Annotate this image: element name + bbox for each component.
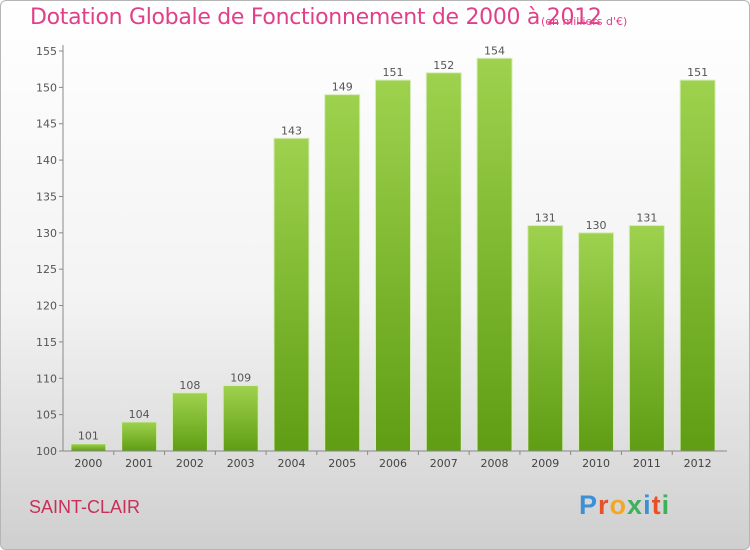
- y-tick-label: 145: [36, 118, 57, 131]
- bar: [476, 57, 513, 452]
- x-tick-label: 2002: [176, 457, 204, 470]
- y-tick-label: 110: [36, 372, 57, 385]
- chart-subtitle: (en milliers d'€): [541, 15, 628, 28]
- logo-letter: r: [598, 490, 610, 520]
- bars: 101 104 108 109 143 149 151 152 154 131 130 131 151: [70, 44, 716, 452]
- x-tick-label: 2010: [582, 457, 610, 470]
- logo-letter: x: [627, 490, 644, 520]
- bar: [375, 79, 411, 452]
- proxiti-logo: Proxiti: [579, 490, 670, 521]
- bar-value-label: 131: [535, 212, 556, 225]
- y-tick-label: 115: [36, 336, 57, 349]
- logo-letter: o: [609, 490, 628, 520]
- bar: [425, 72, 462, 452]
- bar: [171, 392, 208, 452]
- x-tick-label: 2001: [125, 457, 153, 470]
- x-tick-label: 2009: [531, 457, 559, 470]
- bar: [273, 137, 310, 452]
- y-tick-label: 130: [36, 227, 57, 240]
- x-tick-label: 2012: [684, 457, 712, 470]
- y-tick-label: 155: [36, 45, 57, 58]
- bar: [578, 232, 615, 452]
- bar-value-label: 108: [179, 379, 200, 392]
- bar-value-label: 151: [687, 66, 708, 79]
- bar-value-label: 154: [484, 44, 505, 57]
- y-tick-label: 125: [36, 263, 57, 276]
- y-tick-label: 150: [36, 81, 57, 94]
- logo-letter: i: [643, 490, 652, 520]
- y-tick-label: 120: [36, 300, 57, 313]
- logo-letter: t: [651, 490, 662, 520]
- bar-value-label: 130: [586, 219, 607, 232]
- bar: [324, 94, 361, 452]
- bar-value-label: 101: [78, 430, 99, 443]
- chart-title: Dotation Globale de Fonctionnement de 20…: [30, 5, 602, 30]
- city-label: SAINT-CLAIR: [29, 497, 141, 517]
- bar: [628, 225, 665, 452]
- x-tick-label: 2005: [328, 457, 356, 470]
- bar-value-label: 152: [433, 59, 454, 72]
- bar-value-label: 131: [636, 212, 657, 225]
- logo-letter: P: [579, 490, 599, 520]
- x-tick-label: 2004: [277, 457, 305, 470]
- x-tick-label: 2008: [481, 457, 509, 470]
- x-tick-label: 2003: [227, 457, 255, 470]
- y-tick-label: 135: [36, 190, 57, 203]
- y-tick-label: 140: [36, 154, 57, 167]
- bar-value-label: 109: [230, 372, 251, 385]
- bar: [527, 225, 564, 452]
- bar-value-label: 104: [129, 408, 150, 421]
- bar-value-label: 143: [281, 124, 302, 137]
- bar: [121, 421, 158, 452]
- y-tick-label: 100: [36, 445, 57, 458]
- x-tick-label: 2006: [379, 457, 407, 470]
- y-axis: 100 105 110 115 120 125 130 135 140 145 150 155: [36, 45, 64, 458]
- x-tick-label: 2011: [633, 457, 661, 470]
- y-tick-label: 105: [36, 409, 57, 422]
- bar: [70, 443, 107, 452]
- bar: [679, 79, 716, 452]
- bar-value-label: 149: [332, 81, 353, 94]
- logo-letter: i: [661, 490, 671, 520]
- bar-value-label: 151: [383, 66, 404, 79]
- x-tick-label: 2000: [74, 457, 102, 470]
- x-tick-label: 2007: [430, 457, 458, 470]
- bar: [222, 385, 259, 452]
- x-axis: 2000 2001 2002 2003 2004 2005 2006 2007 2008 2009…: [63, 450, 727, 470]
